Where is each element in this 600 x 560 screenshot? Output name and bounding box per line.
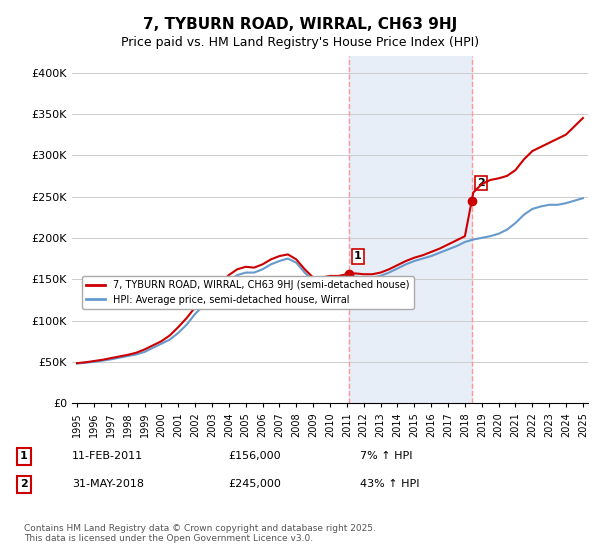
Text: Contains HM Land Registry data © Crown copyright and database right 2025.
This d: Contains HM Land Registry data © Crown c…: [24, 524, 376, 543]
Legend: 7, TYBURN ROAD, WIRRAL, CH63 9HJ (semi-detached house), HPI: Average price, semi: 7, TYBURN ROAD, WIRRAL, CH63 9HJ (semi-d…: [82, 276, 413, 309]
Text: 2: 2: [477, 178, 485, 188]
Text: 31-MAY-2018: 31-MAY-2018: [72, 479, 144, 489]
Text: Price paid vs. HM Land Registry's House Price Index (HPI): Price paid vs. HM Land Registry's House …: [121, 36, 479, 49]
Bar: [349, 56, 472, 403]
Text: £245,000: £245,000: [228, 479, 281, 489]
Text: £156,000: £156,000: [228, 451, 281, 461]
Text: 1: 1: [354, 251, 362, 262]
Text: 43% ↑ HPI: 43% ↑ HPI: [360, 479, 419, 489]
Text: 7, TYBURN ROAD, WIRRAL, CH63 9HJ: 7, TYBURN ROAD, WIRRAL, CH63 9HJ: [143, 17, 457, 32]
Text: 7% ↑ HPI: 7% ↑ HPI: [360, 451, 413, 461]
Text: 1: 1: [20, 451, 28, 461]
Text: 2: 2: [20, 479, 28, 489]
Text: 11-FEB-2011: 11-FEB-2011: [72, 451, 143, 461]
